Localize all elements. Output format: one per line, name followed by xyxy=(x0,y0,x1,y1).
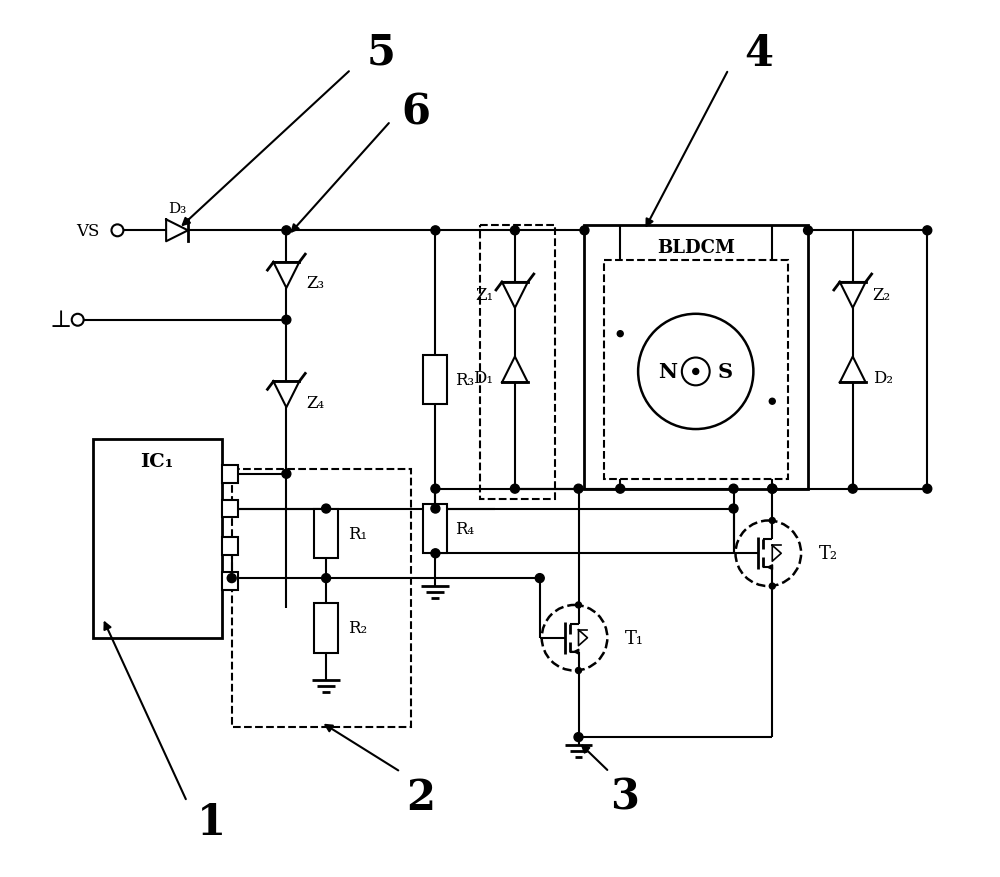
Circle shape xyxy=(923,226,932,236)
Bar xyxy=(232,469,411,727)
Bar xyxy=(314,603,338,652)
Circle shape xyxy=(769,583,775,589)
Bar xyxy=(604,260,788,479)
Circle shape xyxy=(616,485,625,494)
Circle shape xyxy=(768,485,777,494)
Bar xyxy=(423,355,447,405)
Circle shape xyxy=(431,504,440,513)
Text: S: S xyxy=(718,362,733,382)
Text: Z₁: Z₁ xyxy=(475,287,493,304)
Circle shape xyxy=(431,226,440,236)
Text: 4: 4 xyxy=(225,467,234,481)
Bar xyxy=(480,226,555,499)
Circle shape xyxy=(804,226,813,236)
Circle shape xyxy=(282,470,291,479)
Circle shape xyxy=(431,485,440,494)
Text: T₂: T₂ xyxy=(819,545,838,563)
Text: 4: 4 xyxy=(744,33,773,75)
Circle shape xyxy=(282,226,291,236)
Bar xyxy=(222,500,238,518)
Text: ⊥: ⊥ xyxy=(50,309,72,332)
Text: Z₃: Z₃ xyxy=(306,275,324,292)
Text: 3: 3 xyxy=(225,502,234,516)
Circle shape xyxy=(617,332,623,338)
Circle shape xyxy=(510,485,519,494)
Text: 2: 2 xyxy=(225,539,234,553)
Bar xyxy=(423,504,447,553)
Text: BLDCM: BLDCM xyxy=(657,239,735,257)
Circle shape xyxy=(431,549,440,558)
Bar xyxy=(222,573,238,590)
Circle shape xyxy=(769,399,775,405)
Circle shape xyxy=(693,369,699,375)
Circle shape xyxy=(923,485,932,494)
Circle shape xyxy=(574,733,583,742)
Circle shape xyxy=(322,574,331,583)
Text: N: N xyxy=(658,362,677,382)
Bar xyxy=(584,226,808,489)
Circle shape xyxy=(510,226,519,236)
Text: 2: 2 xyxy=(406,776,435,817)
Circle shape xyxy=(580,226,589,236)
Circle shape xyxy=(322,504,331,513)
Text: Z₄: Z₄ xyxy=(306,395,324,411)
Text: R₄: R₄ xyxy=(455,520,474,538)
Text: Z₂: Z₂ xyxy=(873,287,891,304)
Circle shape xyxy=(729,485,738,494)
Circle shape xyxy=(729,504,738,513)
Text: R₁: R₁ xyxy=(348,525,367,542)
Text: D₃: D₃ xyxy=(168,203,186,217)
Circle shape xyxy=(769,518,775,524)
Bar xyxy=(314,509,338,559)
Text: 1: 1 xyxy=(197,801,226,843)
Bar xyxy=(93,439,222,638)
Circle shape xyxy=(768,485,777,494)
Text: 5: 5 xyxy=(366,32,395,74)
Text: 3: 3 xyxy=(610,776,639,817)
Circle shape xyxy=(574,485,583,494)
Circle shape xyxy=(848,485,857,494)
Text: R₃: R₃ xyxy=(455,372,474,389)
Text: D₂: D₂ xyxy=(873,369,893,387)
Text: IC₁: IC₁ xyxy=(141,453,174,470)
Circle shape xyxy=(535,574,544,583)
Circle shape xyxy=(227,574,236,583)
Text: T₁: T₁ xyxy=(625,629,644,647)
Text: D₁: D₁ xyxy=(473,369,493,387)
Text: VS: VS xyxy=(76,223,100,239)
Circle shape xyxy=(576,602,581,609)
Bar xyxy=(222,466,238,483)
Circle shape xyxy=(282,316,291,324)
Text: 1: 1 xyxy=(225,574,234,588)
Text: R₂: R₂ xyxy=(348,619,367,637)
Text: 6: 6 xyxy=(401,91,430,133)
Bar xyxy=(222,538,238,556)
Circle shape xyxy=(576,667,581,674)
